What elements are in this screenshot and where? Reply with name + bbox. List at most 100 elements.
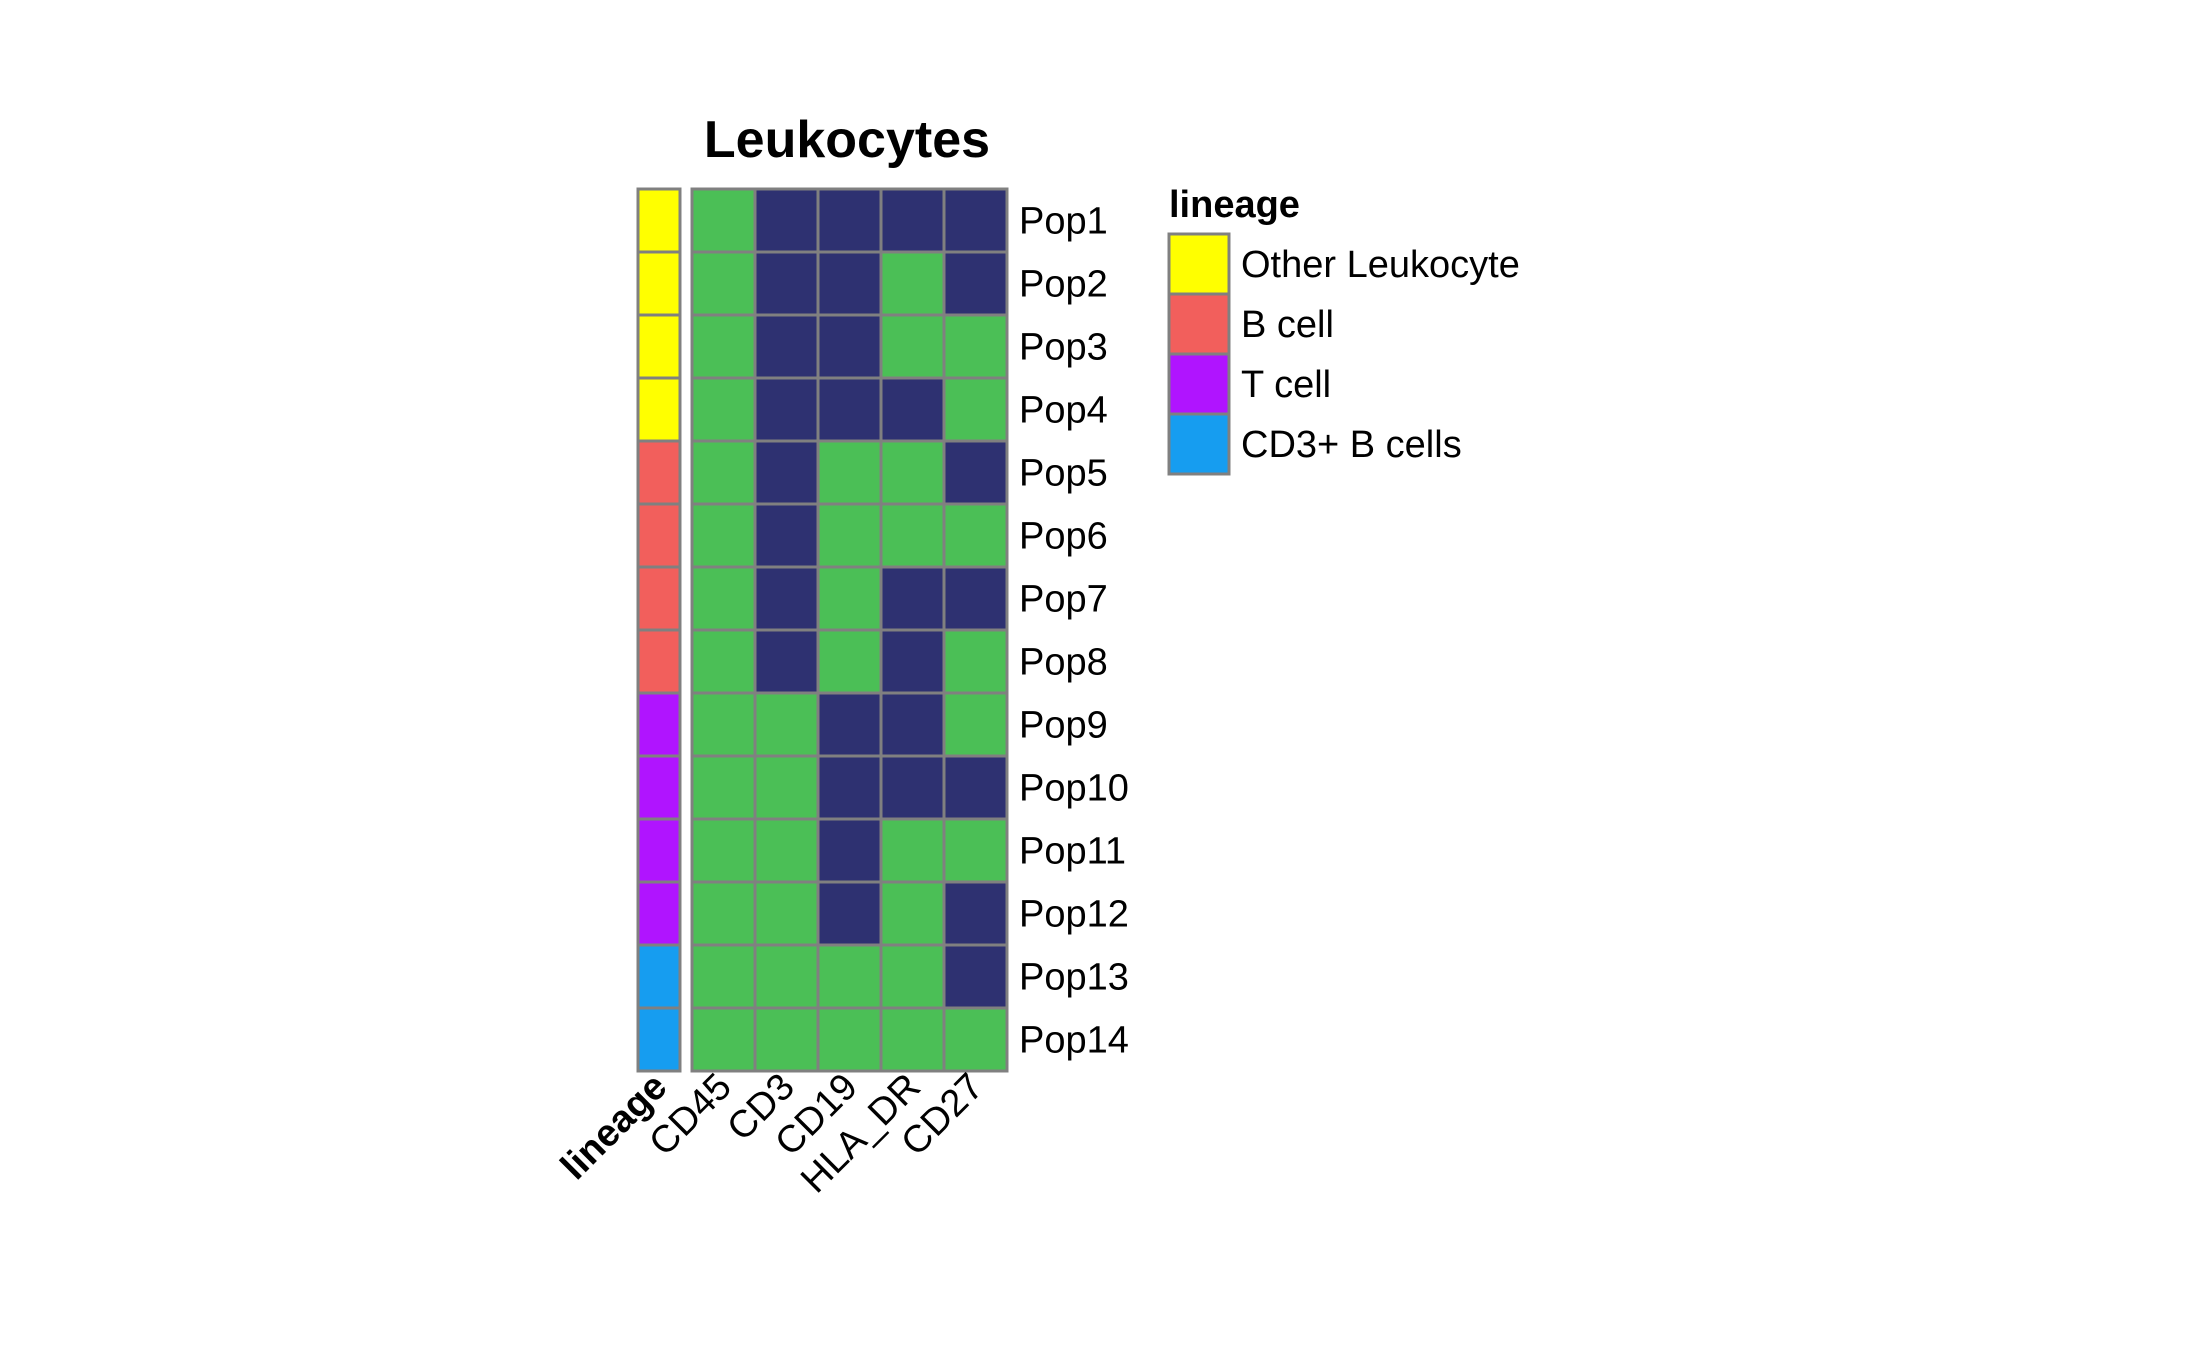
- legend-label: B cell: [1241, 304, 1334, 346]
- legend-title: lineage: [1169, 184, 1300, 226]
- heatmap-cell: [690, 250, 757, 317]
- heatmap-cell: [753, 628, 820, 695]
- heatmap-cell: [942, 313, 1009, 380]
- heatmap-cell: [942, 1006, 1009, 1073]
- heatmap-cell: [879, 187, 946, 254]
- lineage-cell: [636, 565, 682, 632]
- heatmap-cell: [816, 313, 883, 380]
- heatmap-cell: [879, 1006, 946, 1073]
- lineage-cell: [636, 502, 682, 569]
- legend-swatch: [1167, 232, 1231, 296]
- row-label: Pop10: [1019, 768, 1129, 810]
- heatmap-cell: [879, 439, 946, 506]
- heatmap-cell: [690, 502, 757, 569]
- heatmap-cell: [690, 376, 757, 443]
- heatmap-cell: [690, 943, 757, 1010]
- heatmap-cell: [942, 943, 1009, 1010]
- heatmap-cell: [879, 880, 946, 947]
- heatmap-cell: [690, 565, 757, 632]
- heatmap-cell: [816, 943, 883, 1010]
- row-label: Pop13: [1019, 957, 1129, 999]
- heatmap-cell: [816, 376, 883, 443]
- heatmap-cell: [942, 376, 1009, 443]
- row-label: Pop6: [1019, 516, 1108, 558]
- row-label: Pop5: [1019, 453, 1108, 495]
- legend-swatch: [1167, 352, 1231, 416]
- heatmap-cell: [816, 691, 883, 758]
- row-label: Pop11: [1019, 831, 1126, 873]
- heatmap-cell: [816, 754, 883, 821]
- lineage-cell: [636, 691, 682, 758]
- lineage-cell: [636, 1006, 682, 1073]
- row-label: Pop2: [1019, 264, 1108, 306]
- heatmap-cell: [942, 628, 1009, 695]
- heatmap-cell: [879, 817, 946, 884]
- heatmap-cell: [942, 250, 1009, 317]
- heatmap-cell: [942, 565, 1009, 632]
- heatmap-cell: [816, 628, 883, 695]
- heatmap-cell: [753, 376, 820, 443]
- heatmap-cell: [753, 691, 820, 758]
- heatmap-cell: [942, 817, 1009, 884]
- heatmap-cell: [879, 754, 946, 821]
- heatmap-cell: [942, 880, 1009, 947]
- row-label: Pop3: [1019, 327, 1108, 369]
- lineage-cell: [636, 880, 682, 947]
- lineage-cell: [636, 376, 682, 443]
- heatmap-cell: [816, 817, 883, 884]
- heatmap-cell: [816, 439, 883, 506]
- heatmap-cell: [690, 754, 757, 821]
- row-label: Pop9: [1019, 705, 1108, 747]
- heatmap-cell: [753, 313, 820, 380]
- heatmap-cell: [816, 250, 883, 317]
- heatmap-cell: [879, 376, 946, 443]
- lineage-cell: [636, 943, 682, 1010]
- heatmap-cell: [690, 1006, 757, 1073]
- legend-label: Other Leukocyte: [1241, 244, 1520, 286]
- heatmap-cell: [879, 250, 946, 317]
- legend-label: CD3+ B cells: [1241, 424, 1462, 466]
- heatmap-cell: [942, 187, 1009, 254]
- heatmap-cell: [753, 817, 820, 884]
- row-label: Pop12: [1019, 894, 1129, 936]
- heatmap-cell: [753, 187, 820, 254]
- heatmap-cells: [690, 187, 1009, 1073]
- heatmap-cell: [753, 439, 820, 506]
- lineage-border: [636, 187, 682, 1073]
- heatmap-cell: [942, 502, 1009, 569]
- heatmap-border: [690, 187, 1009, 1073]
- legend-label: T cell: [1241, 364, 1331, 406]
- heatmap-cell: [816, 1006, 883, 1073]
- heatmap-cell: [942, 754, 1009, 821]
- heatmap-cell: [690, 817, 757, 884]
- chart-title: Leukocytes: [704, 111, 990, 169]
- heatmap-cell: [879, 502, 946, 569]
- heatmap-cell: [816, 502, 883, 569]
- legend: lineage Other Leukocyte B cell T cell CD3+ …: [1167, 184, 1520, 476]
- heatmap-cell: [816, 565, 883, 632]
- heatmap-cell: [753, 502, 820, 569]
- heatmap-cell: [690, 187, 757, 254]
- row-label: Pop14: [1019, 1020, 1129, 1062]
- heatmap-cell: [879, 628, 946, 695]
- heatmap-cell: [690, 313, 757, 380]
- heatmap-cell: [690, 880, 757, 947]
- lineage-cell: [636, 250, 682, 317]
- lineage-cell: [636, 628, 682, 695]
- row-label: Pop1: [1019, 201, 1108, 243]
- row-label: Pop8: [1019, 642, 1108, 684]
- heatmap-cell: [816, 880, 883, 947]
- row-label: Pop7: [1019, 579, 1108, 621]
- lineage-cell: [636, 313, 682, 380]
- heatmap-cell: [753, 754, 820, 821]
- row-labels: Pop1 Pop2 Pop3 Pop4 Pop5 Pop6 Pop7 Pop8 Pop9 Pop1…: [1019, 201, 1129, 1062]
- heatmap-cell: [753, 565, 820, 632]
- lineage-cell: [636, 439, 682, 506]
- row-label: Pop4: [1019, 390, 1108, 432]
- heatmap-cell: [753, 880, 820, 947]
- heatmap-cell: [879, 565, 946, 632]
- heatmap-cell: [879, 313, 946, 380]
- heatmap-cell: [690, 628, 757, 695]
